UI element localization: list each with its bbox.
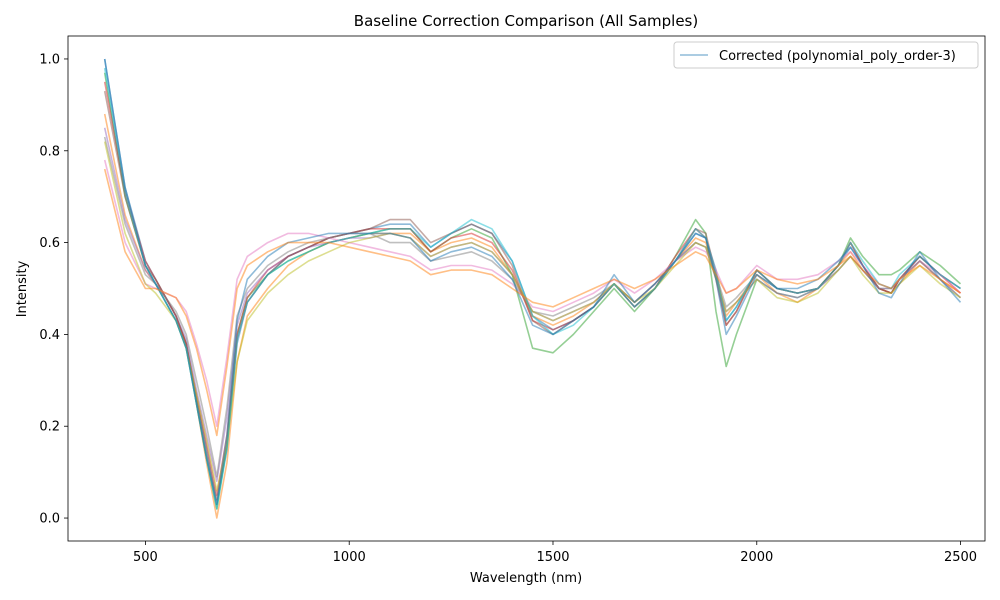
series-line [103,168,961,437]
y-tick-label: 0.0 [39,512,60,527]
series-layer [103,58,962,519]
legend-box [673,41,979,69]
y-tick-label: 0.4 [39,328,60,343]
legend: Corrected (polynomial_poly_order-3) [673,41,979,69]
x-tick-label: 2500 [944,550,977,565]
y-tick-label: 0.2 [39,420,60,435]
x-axis-ticks: 500 1000 1500 2000 2500 [133,541,977,565]
y-tick-label: 0.8 [39,144,60,159]
series-line [103,58,962,506]
y-axis-label: Intensity [15,260,30,317]
x-tick-label: 1000 [333,550,366,565]
plot-area [68,36,985,541]
x-tick-label: 500 [133,550,158,565]
series-line [103,141,961,492]
x-tick-label: 2000 [740,550,773,565]
y-tick-label: 0.6 [39,236,60,251]
y-axis-ticks: 0.0 0.2 0.4 0.6 0.8 1.0 [39,52,68,527]
y-tick-label: 1.0 [39,52,60,67]
x-tick-label: 1500 [536,550,569,565]
axes-frame [67,35,986,542]
x-axis-label: Wavelength (nm) [470,571,582,586]
chart-title: Baseline Correction Comparison (All Samp… [354,12,698,30]
legend-label: Corrected (polynomial_poly_order-3) [719,49,956,64]
